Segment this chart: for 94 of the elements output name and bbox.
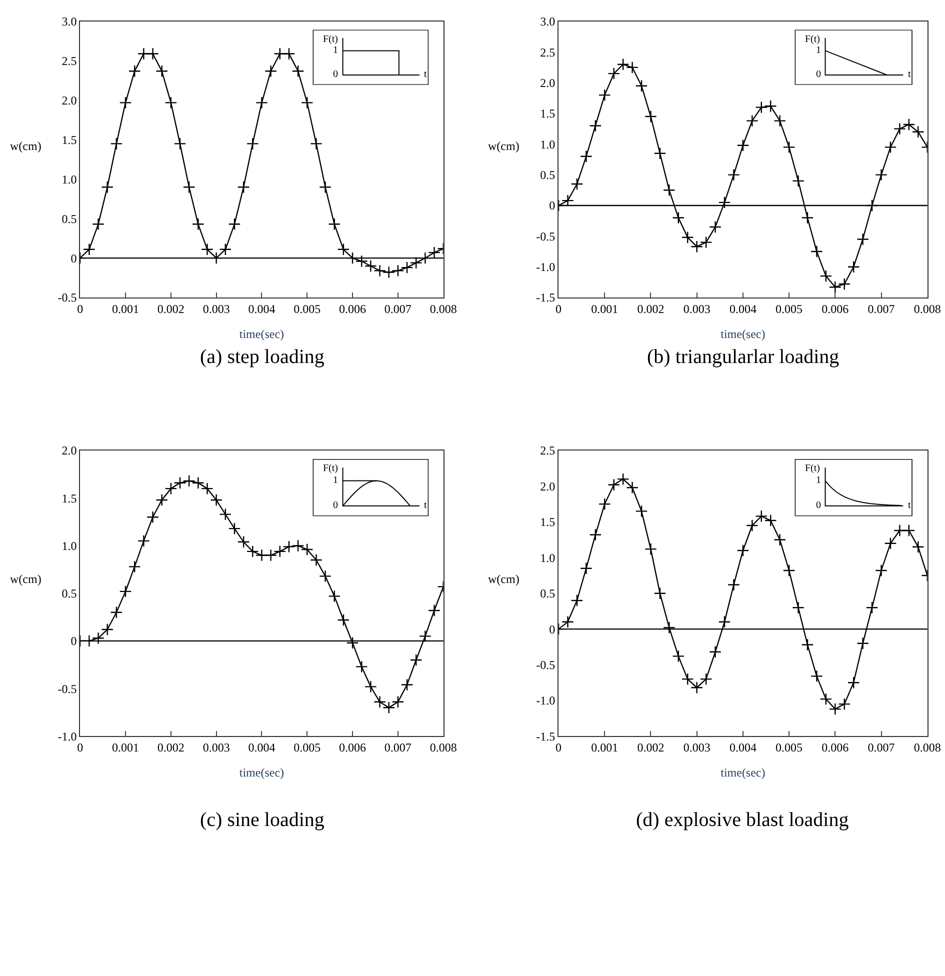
y-tick-label: 0	[70, 251, 77, 266]
text: (a) step loading	[200, 346, 324, 368]
x-tick-label: 0.005	[776, 740, 803, 755]
y-axis-title: w(cm)	[488, 139, 520, 153]
annotation: 1	[816, 45, 821, 56]
x-tick-label: 0.001	[591, 302, 618, 316]
y-tick-label: -1.0	[536, 694, 556, 708]
x-tick-label: 0.008	[914, 302, 941, 316]
x-tick-label: 0.004	[729, 740, 756, 755]
y-tick-label: 2.5	[540, 444, 556, 458]
y-tick-label: 2.0	[540, 76, 556, 90]
annotation: 0	[816, 500, 821, 511]
annotation: 0	[816, 69, 821, 80]
x-tick-label: 0.001	[112, 740, 140, 755]
y-tick-label: 1.0	[540, 550, 556, 565]
y-tick-label: 2.0	[540, 479, 556, 494]
annotation: F(t)	[323, 34, 338, 45]
annotation: F(t)	[805, 463, 820, 474]
x-tick-label: 0.001	[591, 740, 618, 755]
x-tick-label: 0.004	[248, 302, 276, 316]
y-tick-label: 1.0	[62, 172, 77, 186]
x-axis-title: time(sec)	[720, 765, 766, 780]
text: (b) triangularlar loading	[647, 346, 840, 368]
annotation: F(t)	[805, 34, 820, 45]
x-tick-label: 0.004	[729, 302, 756, 316]
text: (c) sine loading	[200, 809, 324, 831]
x-tick-label: 0.006	[339, 302, 366, 316]
x-tick-label: 0.006	[339, 740, 366, 755]
y-tick-label: 1.5	[540, 515, 556, 530]
y-tick-label: 2.0	[62, 444, 77, 458]
x-tick-label: 0.003	[202, 740, 230, 755]
y-tick-label: 1.0	[540, 137, 556, 152]
x-axis-title: time(sec)	[239, 326, 284, 341]
y-tick-label: 0	[549, 622, 556, 636]
y-tick-label: -1.0	[536, 260, 556, 274]
y-tick-label: -0.5	[536, 229, 556, 244]
y-tick-label: 2.5	[540, 45, 556, 60]
y-tick-label: 1.0	[62, 538, 77, 553]
y-tick-label: 3.0	[540, 14, 556, 29]
annotation: t	[908, 500, 911, 511]
x-tick-label: 0.003	[683, 740, 710, 755]
annotation: t	[424, 69, 427, 80]
x-tick-label: 0.008	[430, 302, 457, 316]
y-tick-label: 1.5	[62, 132, 77, 147]
x-tick-label: 0.002	[157, 302, 184, 316]
x-tick-label: 0.007	[384, 302, 412, 316]
y-tick-label: 1.5	[62, 491, 77, 506]
annotation: 1	[333, 45, 338, 56]
annotation: 1	[333, 475, 338, 486]
y-tick-label: -0.5	[58, 290, 77, 305]
y-tick-label: 3.0	[62, 14, 77, 29]
x-tick-label: 0.008	[914, 740, 941, 755]
x-tick-label: 0.002	[637, 740, 664, 755]
y-tick-label: 2.5	[62, 54, 77, 68]
annotation: 0	[333, 69, 338, 80]
y-tick-label: -1.0	[58, 729, 77, 744]
y-tick-label: 0.5	[62, 212, 77, 226]
x-tick-label: 0.007	[868, 302, 895, 316]
x-tick-label: 0.001	[112, 302, 140, 316]
y-axis-title: w(cm)	[10, 572, 42, 586]
x-tick-label: 0.003	[202, 302, 230, 316]
y-tick-label: -0.5	[536, 658, 556, 672]
x-tick-label: 0.004	[248, 740, 276, 755]
x-tick-label: 0.007	[384, 740, 412, 755]
x-tick-label: 0.003	[683, 302, 710, 316]
annotation: t	[424, 500, 427, 511]
y-tick-label: 2.0	[62, 94, 77, 108]
x-tick-label: 0.005	[294, 302, 321, 316]
y-axis-title: w(cm)	[10, 139, 42, 153]
y-tick-label: 0	[70, 634, 77, 648]
y-tick-label: 0.5	[62, 586, 77, 601]
y-tick-label: -1.5	[536, 290, 556, 305]
x-axis-title: time(sec)	[720, 326, 766, 341]
x-tick-label: 0.006	[822, 302, 849, 316]
x-tick-label: 0.006	[822, 740, 849, 755]
x-tick-label: 0.007	[868, 740, 895, 755]
annotation: 0	[333, 500, 338, 511]
y-tick-label: -0.5	[58, 682, 77, 696]
x-tick-label: 0.005	[294, 740, 321, 755]
annotation: t	[908, 69, 911, 80]
y-tick-label: 0	[549, 198, 556, 213]
annotation: F(t)	[323, 463, 338, 474]
y-axis-title: w(cm)	[488, 572, 520, 586]
x-tick-label: 0.002	[637, 302, 664, 316]
x-tick-label: 0.002	[157, 740, 184, 755]
y-tick-label: 1.5	[540, 106, 556, 121]
text: (d) explosive blast loading	[636, 809, 849, 831]
x-tick-label: 0.008	[430, 740, 457, 755]
x-tick-label: 0.005	[776, 302, 803, 316]
y-tick-label: -1.5	[536, 729, 556, 744]
x-axis-title: time(sec)	[239, 765, 284, 780]
y-tick-label: 0.5	[540, 586, 556, 601]
annotation: 1	[816, 475, 821, 486]
y-tick-label: 0.5	[540, 168, 556, 182]
